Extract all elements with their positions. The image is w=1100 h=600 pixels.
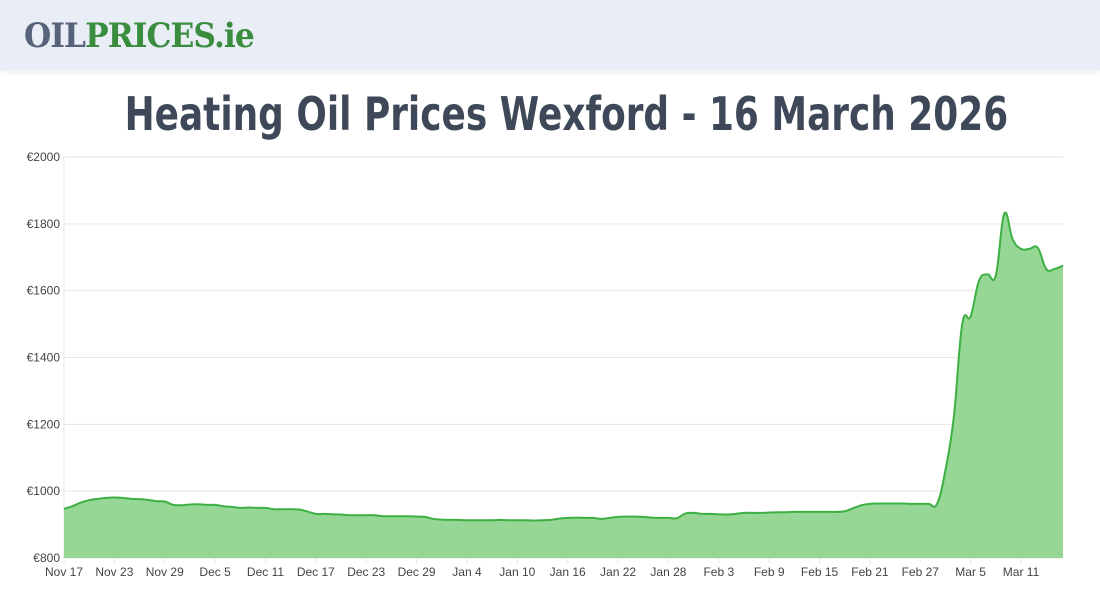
x-tick-label: Jan 22 (600, 565, 636, 579)
x-tick-label: Nov 23 (95, 565, 133, 579)
x-tick-label: Mar 5 (955, 565, 986, 579)
site-header: OILPRICES.ie (0, 0, 1100, 70)
y-tick-label: €1800 (27, 217, 61, 231)
x-tick-label: Feb 3 (703, 565, 734, 579)
x-tick-label: Dec 29 (398, 565, 436, 579)
y-tick-label: €1400 (27, 351, 61, 365)
x-tick-label: Jan 28 (650, 565, 686, 579)
y-tick-label: €2000 (27, 150, 61, 164)
x-tick-label: Jan 4 (452, 565, 482, 579)
x-tick-label: Jan 10 (499, 565, 535, 579)
y-tick-label: €800 (33, 551, 60, 565)
x-tick-label: Dec 23 (347, 565, 385, 579)
x-tick-label: Jan 16 (550, 565, 586, 579)
page-title: Heating Oil Prices Wexford - 16 March 20… (124, 87, 1009, 141)
x-tick-label: Dec 5 (199, 565, 231, 579)
x-tick-label: Feb 27 (902, 565, 940, 579)
y-tick-label: €1000 (27, 484, 61, 498)
y-tick-label: €1200 (27, 417, 61, 431)
x-tick-label: Dec 11 (247, 565, 284, 579)
y-tick-label: €1600 (27, 284, 61, 298)
site-logo[interactable]: OILPRICES.ie (24, 16, 255, 56)
price-area (64, 212, 1063, 559)
x-tick-label: Mar 11 (1003, 565, 1040, 579)
price-line (63, 211, 1064, 522)
x-tick-label: Nov 17 (45, 565, 83, 579)
x-tick-label: Feb 15 (801, 565, 839, 579)
x-tick-label: Feb 9 (754, 565, 785, 579)
x-tick-label: Dec 17 (297, 565, 335, 579)
x-tick-label: Feb 21 (851, 565, 889, 579)
x-tick-label: Nov 29 (146, 565, 184, 579)
